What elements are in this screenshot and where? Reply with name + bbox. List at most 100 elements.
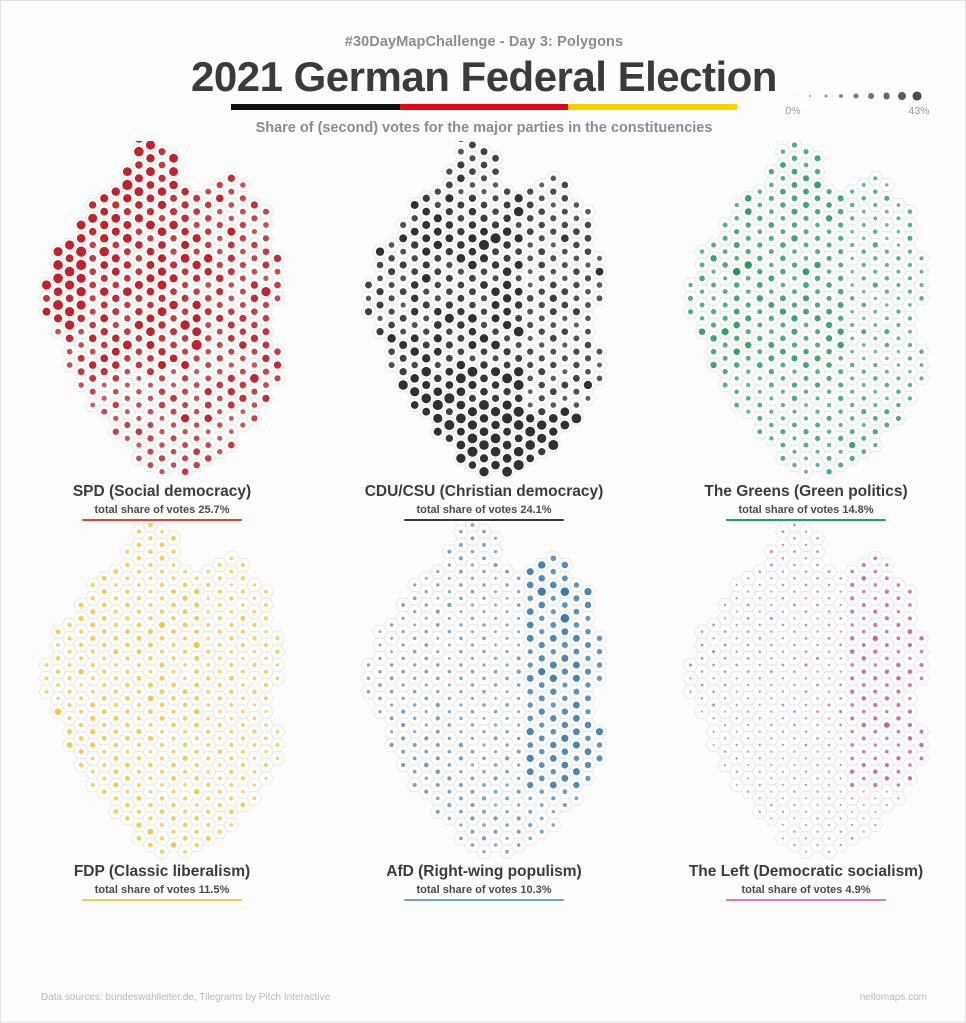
tilegram-map-greens[interactable]	[645, 141, 965, 481]
vote-share-dot	[217, 789, 222, 794]
vote-share-dot	[814, 355, 821, 362]
vote-share-dot	[125, 589, 130, 594]
vote-share-dot	[482, 623, 486, 627]
vote-share-dot	[217, 435, 223, 441]
vote-share-dot	[792, 462, 797, 468]
vote-share-dot	[502, 294, 512, 303]
vote-share-dot	[803, 162, 809, 168]
vote-share-dot	[884, 289, 889, 294]
vote-share-dot	[182, 742, 188, 748]
vote-share-dot	[399, 354, 407, 362]
vote-share-dot	[816, 737, 819, 740]
vote-share-dot	[861, 762, 866, 768]
vote-share-dot	[551, 823, 556, 827]
vote-share-dot	[596, 675, 603, 681]
vote-share-dot	[159, 569, 165, 574]
vote-share-dot	[112, 281, 120, 289]
vote-share-dot	[124, 382, 130, 388]
vote-share-dot	[65, 294, 74, 303]
vote-share-dot	[735, 730, 738, 733]
vote-share-dot	[194, 842, 199, 848]
vote-share-dot	[229, 649, 234, 654]
party-panel-spd[interactable]: SPD (Social democracy) total share of vot…	[1, 141, 323, 521]
vote-share-dot	[112, 388, 119, 395]
vote-share-dot	[158, 148, 166, 156]
party-panel-afd[interactable]: AfD (Right-wing populism) total share of …	[323, 521, 645, 901]
party-panel-cdu[interactable]: CDU/CSU (Christian democracy) total share…	[323, 141, 645, 521]
vote-share-dot	[263, 616, 269, 621]
vote-share-dot	[505, 583, 509, 587]
vote-share-dot	[758, 797, 761, 800]
vote-share-dot	[146, 327, 155, 337]
vote-share-dot	[275, 663, 280, 667]
vote-share-dot	[722, 342, 728, 348]
tilegram-map-fdp[interactable]	[1, 521, 323, 861]
vote-share-dot	[526, 294, 534, 302]
party-panel-fdp[interactable]: FDP (Classic liberalism) total share of v…	[1, 521, 323, 901]
vote-share-dot	[122, 167, 132, 177]
vote-share-dot	[113, 715, 119, 721]
vote-share-dot	[814, 302, 821, 308]
vote-share-dot	[424, 736, 429, 741]
vote-share-dot	[873, 376, 878, 381]
tilegram-map-spd[interactable]	[1, 141, 323, 481]
vote-share-dot	[538, 775, 545, 782]
vote-share-dot	[470, 789, 475, 794]
vote-share-dot	[101, 575, 107, 581]
vote-share-dot	[503, 201, 511, 209]
vote-share-dot	[148, 522, 153, 528]
vote-share-dot	[435, 783, 440, 788]
vote-share-dot	[146, 340, 155, 350]
vote-share-dot	[229, 609, 234, 614]
vote-share-dot	[424, 629, 428, 634]
party-panel-greens[interactable]: The Greens (Green politics) total share o…	[645, 141, 965, 521]
vote-share-dot	[457, 321, 465, 329]
vote-share-dot	[459, 596, 463, 601]
vote-share-dot	[459, 716, 463, 721]
vote-share-dot	[228, 202, 235, 208]
vote-share-dot	[55, 669, 61, 674]
tilegram-map-left[interactable]	[645, 521, 965, 861]
vote-share-dot	[480, 214, 488, 222]
vote-share-dot	[873, 756, 878, 761]
vote-share-dot	[125, 722, 130, 728]
vote-share-dot	[491, 460, 500, 470]
vote-share-dot	[896, 203, 901, 207]
vote-share-dot	[722, 355, 728, 361]
vote-share-dot	[732, 267, 741, 276]
vote-share-dot	[411, 241, 419, 249]
vote-share-dot	[274, 268, 281, 275]
vote-share-dot	[193, 208, 201, 216]
vote-share-dot	[171, 749, 176, 754]
vote-share-dot	[550, 648, 556, 655]
vote-share-dot	[481, 188, 487, 195]
vote-share-dot	[561, 195, 569, 202]
vote-share-dot	[171, 789, 176, 794]
vote-share-dot	[445, 234, 454, 243]
vote-share-dot	[422, 354, 431, 363]
vote-share-dot	[826, 269, 832, 274]
vote-share-dot	[907, 382, 913, 388]
vote-share-dot	[492, 328, 499, 335]
vote-share-dot	[550, 175, 557, 182]
vote-share-dot	[549, 294, 557, 302]
vote-share-dot	[758, 583, 761, 587]
party-panel-left[interactable]: The Left (Democratic socialism) total sha…	[645, 521, 965, 901]
vote-share-dot	[733, 348, 740, 355]
vote-share-dot	[896, 216, 901, 221]
tilegram-map-cdu[interactable]	[323, 141, 645, 481]
vote-share-dot	[492, 275, 499, 282]
data-sources-text: Data sources: bundeswahlleiter.de, Tileg…	[41, 992, 331, 1003]
vote-share-dot	[896, 363, 901, 367]
vote-share-dot	[516, 816, 521, 821]
vote-share-dot	[514, 301, 523, 309]
vote-share-dot	[884, 209, 889, 214]
vote-share-dot	[457, 241, 465, 249]
vote-share-dot	[227, 268, 235, 276]
vote-share-dot	[550, 688, 557, 695]
vote-share-dot	[434, 188, 441, 195]
vote-share-dot	[494, 576, 497, 580]
tilegram-map-afd[interactable]	[323, 521, 645, 861]
vote-share-dot	[217, 208, 223, 215]
vote-share-dot	[793, 577, 796, 580]
